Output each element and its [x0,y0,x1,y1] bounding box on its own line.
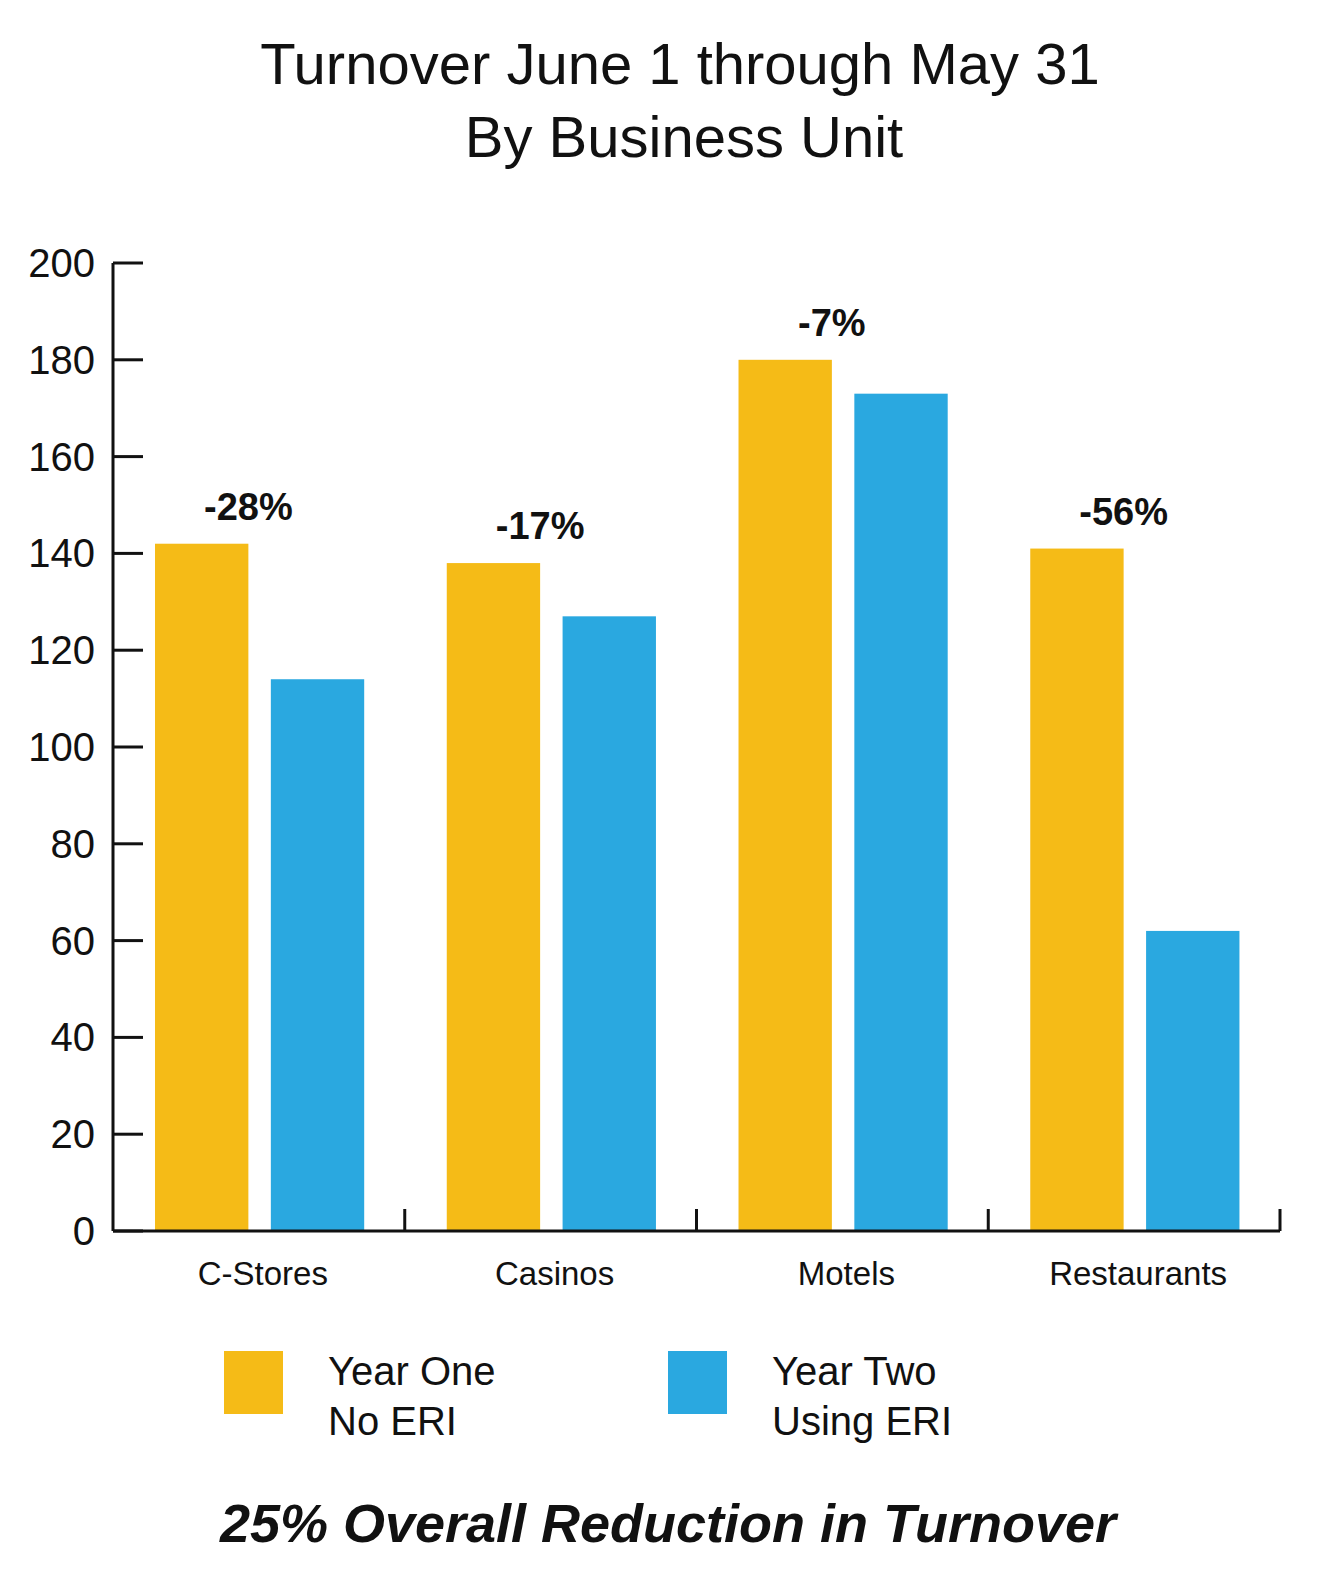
legend-swatch [224,1351,283,1414]
annotation: -56% [1079,491,1168,533]
x-tick-label: Motels [798,1255,895,1292]
y-tick [113,262,143,265]
y-tick-label: 20 [51,1112,96,1156]
annotation: -7% [798,302,866,344]
bar [271,679,364,1231]
y-tick [113,552,143,555]
x-tick-label: C-Stores [198,1255,328,1292]
x-tick-label: Casinos [495,1255,614,1292]
y-tick-label: 200 [28,241,95,285]
bars [155,360,1239,1231]
y-tick-label: 100 [28,725,95,769]
y-tick-label: 160 [28,435,95,479]
bar [1146,931,1239,1231]
y-tick [113,649,143,652]
bar [447,563,540,1231]
chart: Turnover June 1 through May 31 By Busines… [0,0,1331,1569]
x-tick [695,1209,698,1231]
y-tick [113,746,143,749]
y-tick [113,455,143,458]
legend-label: Year TwoUsing ERI [772,1349,952,1443]
y-tick-label: 120 [28,628,95,672]
x-tick [987,1209,990,1231]
y-tick [113,1036,143,1039]
y-tick [113,842,143,845]
bar [155,544,248,1231]
y-tick-label: 60 [51,919,96,963]
legend-swatch [668,1351,727,1414]
y-tick-label: 80 [51,822,96,866]
bar [854,394,947,1231]
y-tick-label: 140 [28,531,95,575]
y-tick [113,358,143,361]
y-tick-label: 0 [73,1209,95,1253]
x-tick [1279,1209,1282,1231]
bar [563,616,656,1231]
y-tick-label: 40 [51,1015,96,1059]
y-tick [113,939,143,942]
annotation: -28% [204,486,293,528]
bar [739,360,832,1231]
y-tick-label: 180 [28,338,95,382]
x-tick-label: Restaurants [1049,1255,1227,1292]
x-tick [403,1209,406,1231]
title: Turnover June 1 through May 31 [260,31,1099,96]
y-tick [113,1133,143,1136]
annotation: -17% [496,505,585,547]
y-tick [113,1230,143,1233]
subtitle: By Business Unit [465,104,903,169]
caption: 25% Overall Reduction in Turnover [219,1493,1119,1553]
bar [1030,549,1123,1231]
legend-label: Year OneNo ERI [328,1349,496,1443]
